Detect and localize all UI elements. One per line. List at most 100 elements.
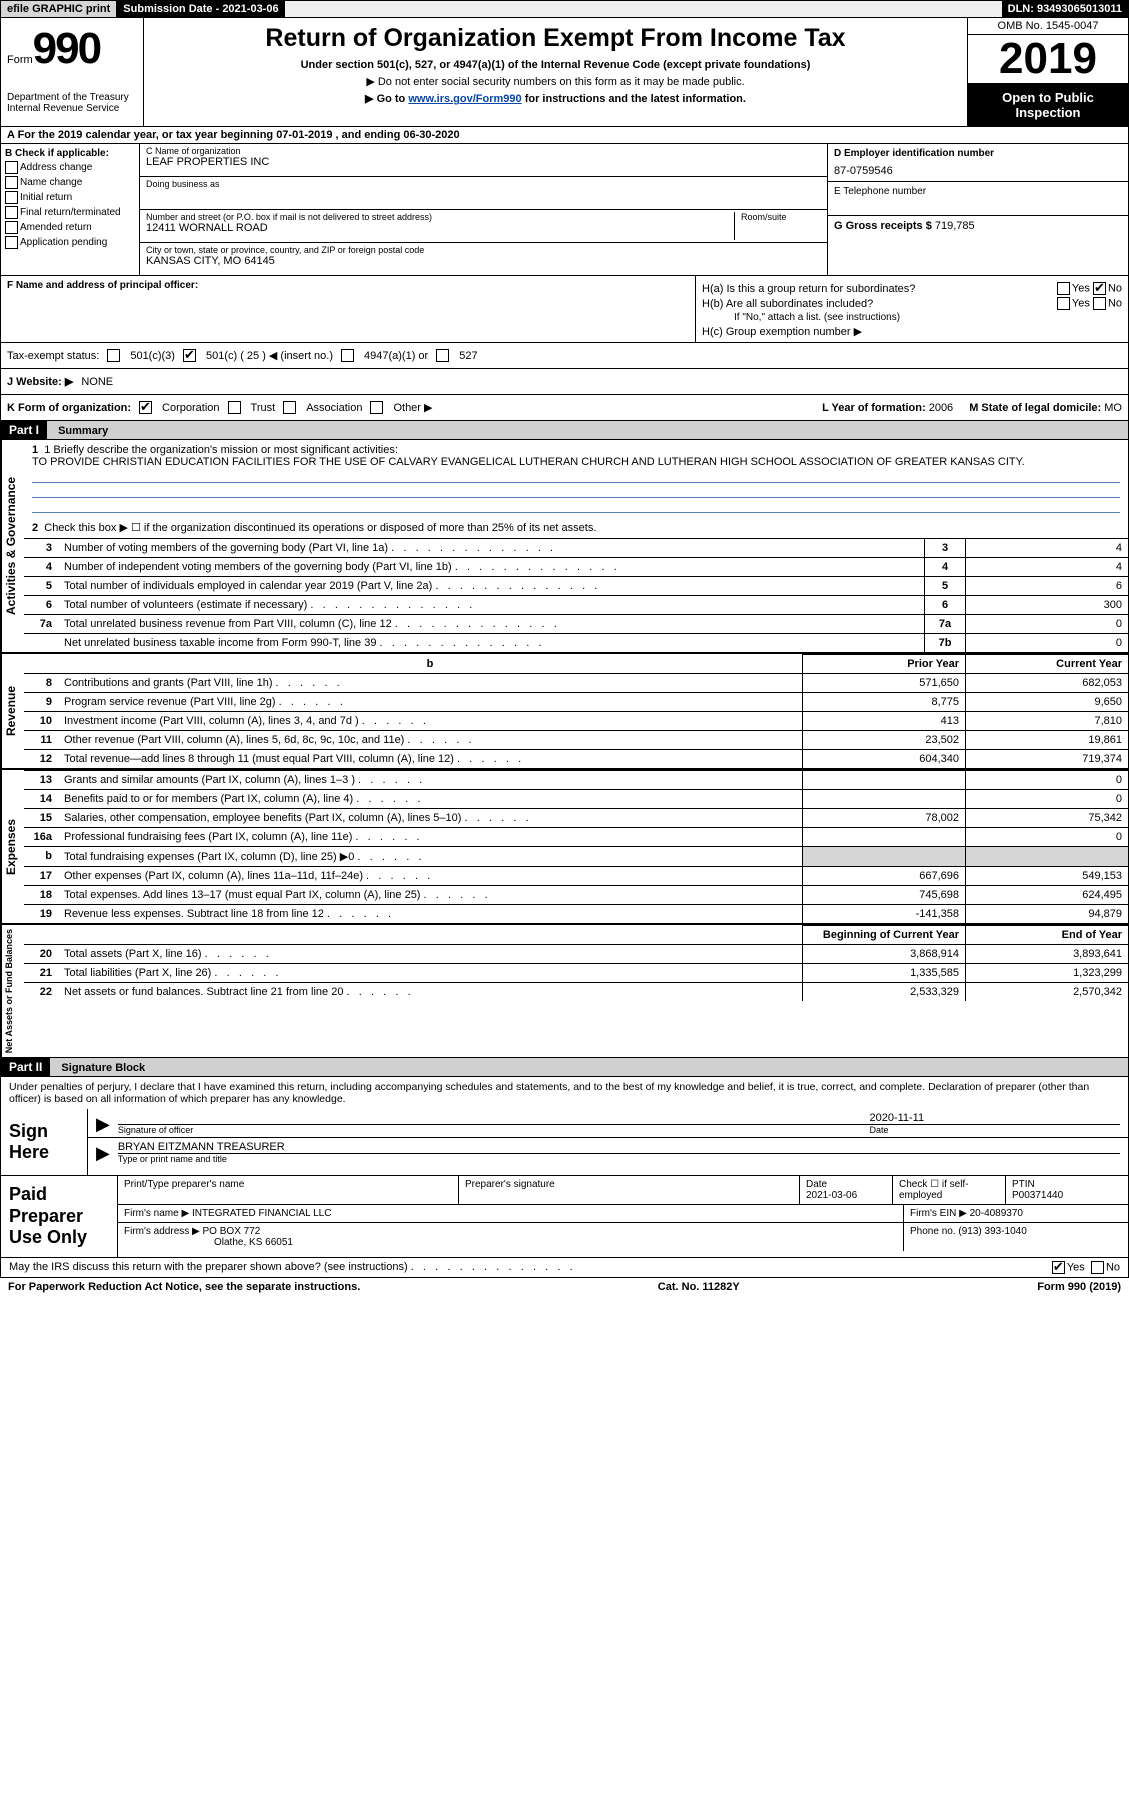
submission-date: Submission Date - 2021-03-06	[117, 1, 284, 17]
col-h: H(a) Is this a group return for subordin…	[696, 276, 1128, 342]
firm-addr-label: Firm's address ▶	[124, 1226, 200, 1237]
form-header: Form990 Department of the Treasury Inter…	[0, 18, 1129, 127]
mission-block: 1 1 Briefly describe the organization's …	[24, 440, 1128, 517]
firm-addr1: PO BOX 772	[203, 1226, 261, 1237]
addr-label: Number and street (or P.O. box if mail i…	[146, 212, 734, 222]
cb-501c[interactable]	[183, 349, 196, 362]
ein-label: D Employer identification number	[834, 148, 1122, 159]
discuss-no: No	[1106, 1261, 1120, 1273]
form-title: Return of Organization Exempt From Incom…	[152, 24, 959, 53]
part-ii-title: Signature Block	[53, 1062, 145, 1074]
cb-corp[interactable]	[139, 401, 152, 414]
phone-label: E Telephone number	[834, 186, 1122, 197]
omb-number: OMB No. 1545-0047	[968, 18, 1128, 35]
firm-addr2: Olathe, KS 66051	[124, 1237, 293, 1248]
cb-501c3[interactable]	[107, 349, 120, 362]
cb-other[interactable]	[370, 401, 383, 414]
col-c: C Name of organization LEAF PROPERTIES I…	[140, 144, 828, 275]
check-amended[interactable]: Amended return	[5, 221, 135, 234]
form-subtitle: Under section 501(c), 527, or 4947(a)(1)…	[152, 59, 959, 71]
check-initial[interactable]: Initial return	[5, 191, 135, 204]
table-row: 9Program service revenue (Part VIII, lin…	[24, 693, 1128, 712]
self-employed-check[interactable]: Check ☐ if self-employed	[893, 1176, 1006, 1204]
discuss-text: May the IRS discuss this return with the…	[9, 1261, 408, 1273]
principal-officer: F Name and address of principal officer:	[1, 276, 696, 342]
ein-value: 87-0759546	[834, 165, 1122, 177]
check-pending[interactable]: Application pending	[5, 236, 135, 249]
check-name[interactable]: Name change	[5, 176, 135, 189]
corp-label: Corporation	[162, 402, 219, 414]
hb-no[interactable]: No	[1108, 297, 1122, 309]
table-row: 11Other revenue (Part VIII, column (A), …	[24, 731, 1128, 750]
revenue-section: Revenue bPrior YearCurrent Year8Contribu…	[0, 652, 1129, 768]
hb-note: If "No," attach a list. (see instruction…	[702, 312, 1122, 323]
org-name: LEAF PROPERTIES INC	[146, 156, 821, 168]
ha-line: H(a) Is this a group return for subordin…	[702, 282, 1122, 295]
firm-phone: (913) 393-1040	[958, 1226, 1026, 1237]
m-label: M State of legal domicile:	[969, 402, 1104, 414]
discuss-no-cb[interactable]	[1091, 1261, 1104, 1274]
ha-yes[interactable]: Yes	[1072, 282, 1090, 294]
hb-yes[interactable]: Yes	[1072, 297, 1090, 309]
table-row: 16aProfessional fundraising fees (Part I…	[24, 828, 1128, 847]
check-final[interactable]: Final return/terminated	[5, 206, 135, 219]
paid-left-label: Paid Preparer Use Only	[1, 1176, 118, 1257]
sig-date-label: Date	[869, 1125, 888, 1135]
part-ii-tab: Part II	[1, 1058, 50, 1076]
tax-year: 2019	[968, 35, 1128, 84]
table-row: 14Benefits paid to or for members (Part …	[24, 790, 1128, 809]
netassets-section: Net Assets or Fund Balances Beginning of…	[0, 923, 1129, 1058]
paid-preparer-block: Paid Preparer Use Only Print/Type prepar…	[0, 1176, 1129, 1258]
mission-text: TO PROVIDE CHRISTIAN EDUCATION FACILITIE…	[32, 456, 1120, 468]
other-label: Other ▶	[393, 401, 432, 414]
table-row: 21Total liabilities (Part X, line 26)1,3…	[24, 964, 1128, 983]
sig-name-label: Type or print name and title	[118, 1154, 227, 1164]
footer-right: Form 990 (2019)	[1037, 1281, 1121, 1293]
cb-assoc[interactable]	[283, 401, 296, 414]
header-center: Return of Organization Exempt From Incom…	[144, 18, 967, 126]
addr-row: Number and street (or P.O. box if mail i…	[140, 210, 827, 243]
tax-status-row: Tax-exempt status: 501(c)(3) 501(c) ( 25…	[0, 343, 1129, 369]
527-label: 527	[459, 350, 477, 362]
website-row: J Website: ▶ NONE	[0, 369, 1129, 395]
cb-trust[interactable]	[228, 401, 241, 414]
phone-row: E Telephone number	[828, 182, 1128, 216]
table-row: 19Revenue less expenses. Subtract line 1…	[24, 905, 1128, 924]
ptin-label: PTIN	[1012, 1179, 1035, 1190]
table-row: 3Number of voting members of the governi…	[24, 539, 1128, 558]
4947-label: 4947(a)(1) or	[364, 350, 428, 362]
city-value: KANSAS CITY, MO 64145	[146, 255, 821, 267]
tax-year-range: A For the 2019 calendar year, or tax yea…	[7, 129, 460, 141]
discuss-yes-cb[interactable]	[1052, 1261, 1065, 1274]
phone-value	[834, 197, 1122, 211]
footer: For Paperwork Reduction Act Notice, see …	[0, 1278, 1129, 1296]
cb-527[interactable]	[436, 349, 449, 362]
sign-here-label: Sign Here	[1, 1109, 88, 1175]
table-row: 22Net assets or fund balances. Subtract …	[24, 983, 1128, 1002]
website-label: J Website: ▶	[7, 375, 73, 388]
table-row: 4Number of independent voting members of…	[24, 558, 1128, 577]
vlabel-governance: Activities & Governance	[1, 440, 24, 652]
g-label: G Gross receipts $	[834, 220, 935, 232]
discuss-yes: Yes	[1067, 1261, 1085, 1273]
instruction-2: ▶ Go to www.irs.gov/Form990 for instruct…	[152, 92, 959, 105]
revenue-table: bPrior YearCurrent Year8Contributions an…	[24, 654, 1128, 768]
efile-label[interactable]: efile GRAPHIC print	[1, 1, 117, 17]
hc-line: H(c) Group exemption number ▶	[702, 325, 1122, 338]
vlabel-expenses: Expenses	[1, 770, 24, 923]
website-value: NONE	[81, 376, 113, 388]
check-address[interactable]: Address change	[5, 161, 135, 174]
org-name-label: C Name of organization	[146, 146, 821, 156]
cb-4947[interactable]	[341, 349, 354, 362]
footer-mid: Cat. No. 11282Y	[658, 1281, 740, 1293]
form990-link[interactable]: www.irs.gov/Form990	[408, 93, 521, 105]
col-de: D Employer identification number 87-0759…	[828, 144, 1128, 275]
assoc-label: Association	[306, 402, 362, 414]
prep-date: 2021-03-06	[806, 1190, 857, 1201]
arrow-icon: ▶	[96, 1143, 110, 1164]
governance-table: 3Number of voting members of the governi…	[24, 538, 1128, 652]
ein-row: D Employer identification number 87-0759…	[828, 144, 1128, 182]
ha-no[interactable]: No	[1108, 282, 1122, 294]
l-label: L Year of formation:	[822, 402, 929, 414]
row-fh: F Name and address of principal officer:…	[0, 276, 1129, 343]
